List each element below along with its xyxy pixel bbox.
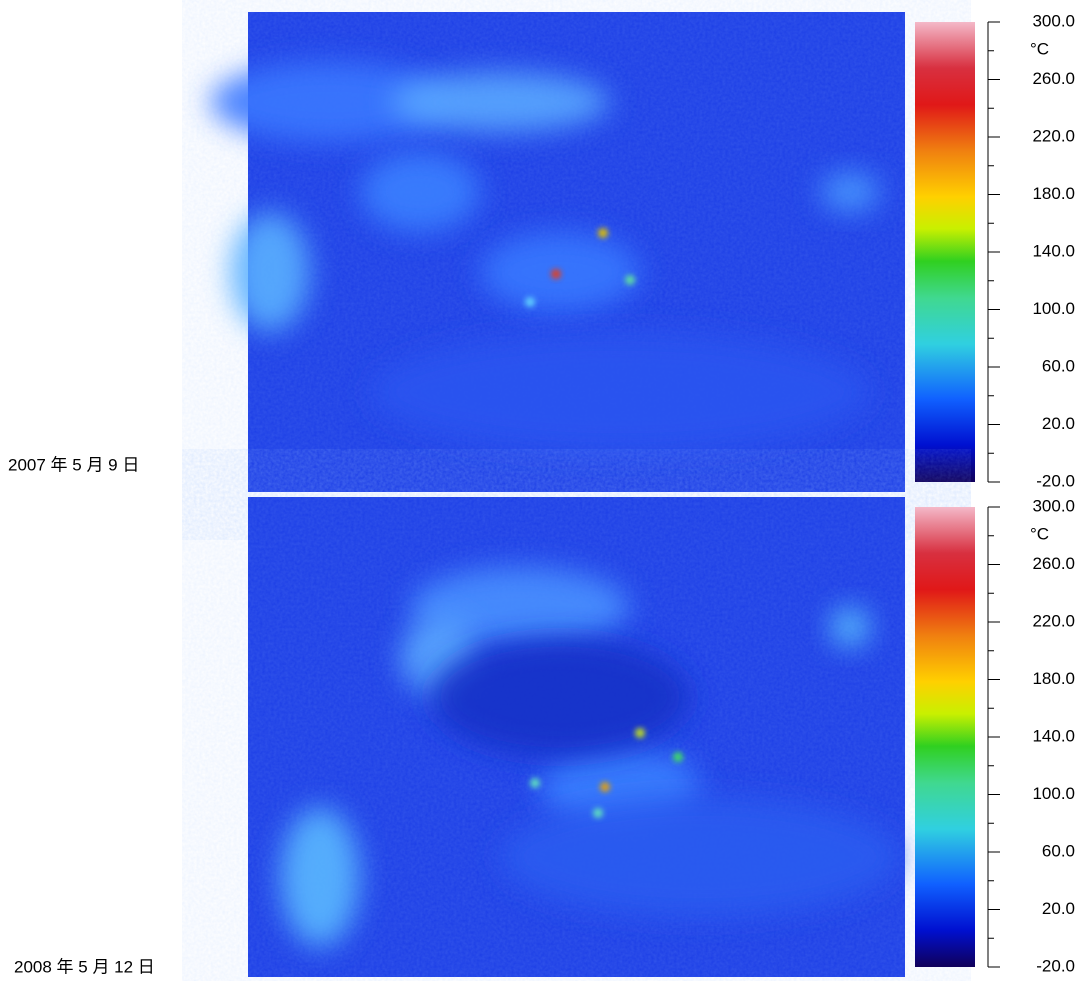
warm-area xyxy=(500,797,900,917)
thermal-image xyxy=(248,497,905,977)
warm-area xyxy=(230,212,310,332)
tick-label: 140.0 xyxy=(1032,726,1075,745)
tick-label: 60.0 xyxy=(1042,841,1075,860)
tick-label: 260.0 xyxy=(1032,69,1075,88)
warm-area xyxy=(390,72,610,132)
tick-label: 260.0 xyxy=(1032,554,1075,573)
colorbar xyxy=(915,507,975,967)
hot-spot xyxy=(525,297,535,307)
hot-spot xyxy=(598,228,608,238)
hot-spot xyxy=(635,728,645,738)
hot-spot xyxy=(530,778,540,788)
tick-label: 180.0 xyxy=(1032,184,1075,203)
hot-spot xyxy=(625,275,635,285)
tick-label: 180.0 xyxy=(1032,669,1075,688)
hot-spot xyxy=(593,808,603,818)
hot-spot xyxy=(551,269,561,279)
tick-label: 100.0 xyxy=(1032,784,1075,803)
warm-area xyxy=(360,152,480,232)
tick-label: 20.0 xyxy=(1042,899,1075,918)
warm-area xyxy=(280,807,360,947)
tick-label: 300.0 xyxy=(1032,11,1075,30)
tick-label: 220.0 xyxy=(1032,611,1075,630)
tick-label: 140.0 xyxy=(1032,241,1075,260)
colorbar xyxy=(915,22,975,482)
tick-label: 100.0 xyxy=(1032,299,1075,318)
warm-area xyxy=(820,172,880,212)
tick-label: -20.0 xyxy=(1036,956,1075,975)
warm-area xyxy=(430,637,690,757)
unit-label: °C xyxy=(1030,524,1049,543)
figure: 2007 年 5 月 9 日 2008 年 5 月 12 日 300.0 260.… xyxy=(0,0,1085,981)
tick-label: 220.0 xyxy=(1032,126,1075,145)
unit-label: °C xyxy=(1030,39,1049,58)
tick-label: 60.0 xyxy=(1042,356,1075,375)
warm-area xyxy=(830,607,870,647)
thermal-image xyxy=(210,12,905,492)
hot-spot xyxy=(673,752,683,762)
tick-label: 300.0 xyxy=(1032,496,1075,515)
tick-label: -20.0 xyxy=(1036,471,1075,490)
warm-area xyxy=(370,332,870,452)
tick-label: 20.0 xyxy=(1042,414,1075,433)
hot-spot xyxy=(600,782,610,792)
date-label: 2008 年 5 月 12 日 xyxy=(14,957,155,976)
date-label: 2007 年 5 月 9 日 xyxy=(8,455,139,474)
